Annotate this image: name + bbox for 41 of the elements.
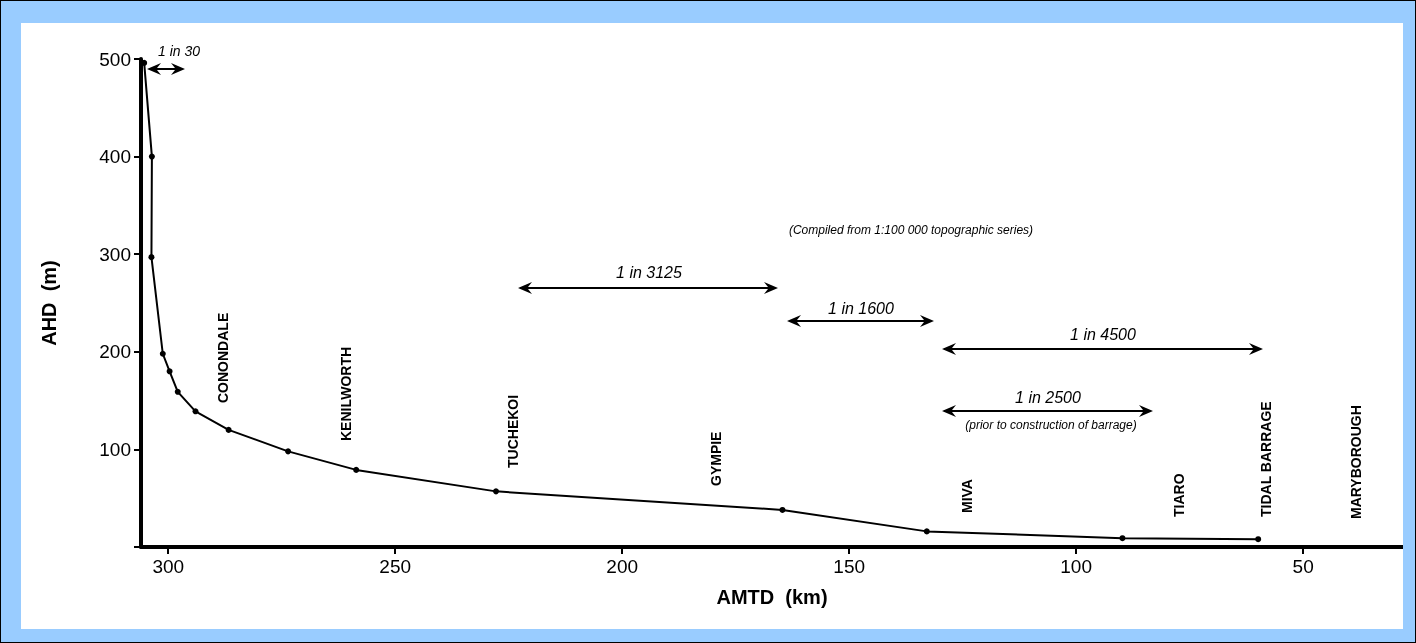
y-tick-label: 100 [99,438,131,460]
y-axis-title: AHD (m) [38,260,60,346]
annotation: MIVA [959,479,975,513]
point [1119,535,1126,542]
annotation: 1 in 4500 [1070,326,1136,344]
point [148,153,155,160]
point [148,254,155,261]
point [225,426,232,433]
x-tick-label: 100 [1060,556,1092,577]
x-tick-label: 250 [379,556,412,577]
annotation: 1 in 3125 [616,264,682,282]
annotation: CONONDALE [215,312,231,403]
point [1255,536,1262,543]
y-tick-label: 400 [99,146,131,168]
x-tick-label: 50 [1292,556,1314,577]
point [493,488,499,495]
point [166,368,173,375]
annotation: (prior to construction of barrage) [965,418,1137,432]
y-tick-label: 300 [99,243,131,265]
point [174,388,181,395]
point [779,506,786,513]
annotation: (Compiled from 1:100 000 topographic series) [788,223,1034,237]
y-tick-label: 200 [99,341,131,363]
annotation: MARYBOROUGH [1348,405,1364,519]
point [353,466,360,473]
annotation: TIARO [1171,473,1187,517]
point [923,528,930,535]
point [159,350,166,357]
annotation: KENILWORTH [338,346,354,441]
annotation: 1 in 1600 [828,300,894,318]
annotation: TIDAL BARRAGE [1258,401,1274,517]
x-tick-label: 150 [833,556,866,577]
y-tick-label: 500 [99,48,131,70]
x-tick-label: 300 [152,556,185,577]
annotation: TUCHEKOI [505,394,521,468]
point [285,448,292,455]
annotation: 1 in 2500 [1015,389,1081,407]
annotation: GYMPIE [708,431,724,486]
x-tick-label: 200 [606,556,639,577]
x-axis-title: AMTD (km) [716,586,828,608]
annotation: 1 in 30 [157,43,201,59]
